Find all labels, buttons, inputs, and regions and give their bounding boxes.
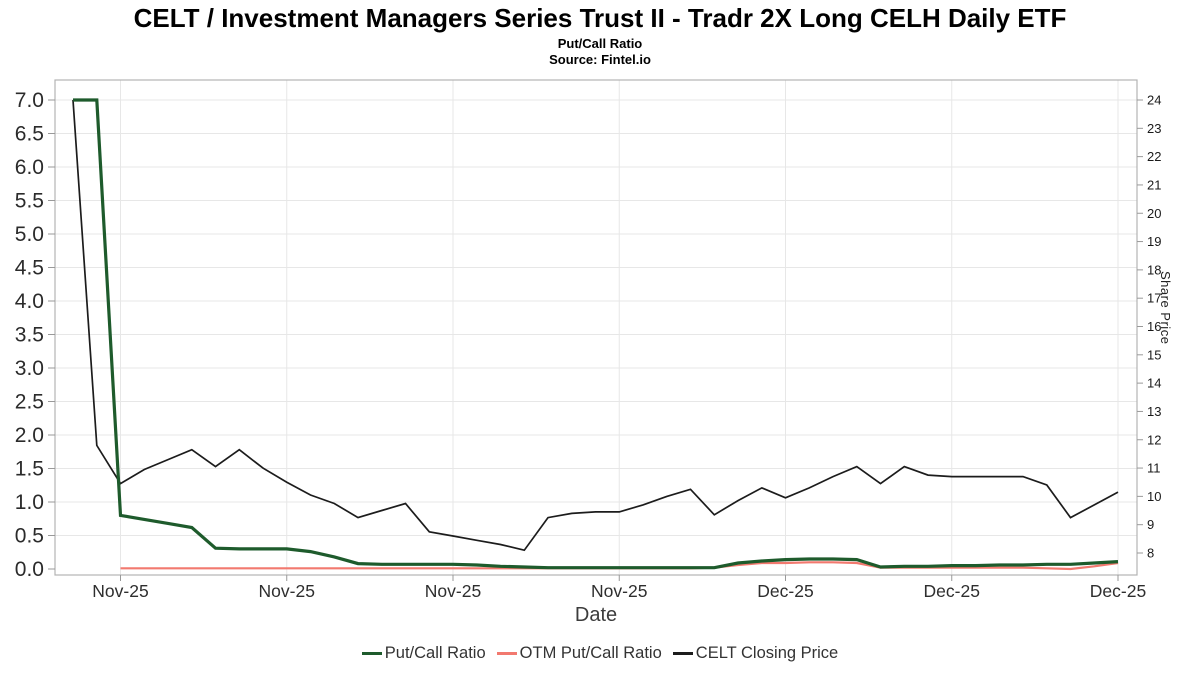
legend: Put/Call Ratio OTM Put/Call Ratio CELT Clo… [0,644,1200,663]
x-tick-label: Nov-25 [259,581,315,601]
y-left-tick-label: 1.0 [15,491,44,514]
legend-item-put-call-ratio[interactable]: Put/Call Ratio [361,644,486,663]
y-right-tick-label: 16 [1147,319,1161,334]
x-axis-title: Date [574,604,618,626]
chart-subtitle: Put/Call Ratio [557,36,643,51]
y-right-tick-label: 8 [1147,546,1154,561]
legend-item-otm-put-call-ratio[interactable]: OTM Put/Call Ratio [496,644,662,663]
y-left-tick-label: 5.5 [15,190,44,213]
y-left-tick-label: 3.5 [15,324,44,347]
plot-border [54,79,1138,576]
x-tick-label: Dec-25 [924,581,980,601]
y-right-tick-label: 20 [1147,206,1161,221]
y-left-tick-label: 6.0 [15,156,44,179]
y-right-tick-label: 15 [1147,347,1161,362]
x-tick-label: Dec-25 [1090,581,1146,601]
y-right-tick-label: 11 [1147,461,1161,476]
y-left-tick-label: 2.0 [15,424,44,447]
legend-label: OTM Put/Call Ratio [519,644,662,662]
series-line-celt-closing-price [72,99,1119,552]
y-right-tick-label: 23 [1147,121,1161,136]
x-tick-label: Nov-25 [591,581,647,601]
x-tick-label: Nov-25 [92,581,148,601]
y-right-tick-label: 10 [1147,489,1161,504]
legend-label: CELT Closing Price [695,644,839,662]
y-left-tick-label: 4.0 [15,290,44,313]
y-left-tick-label: 5.0 [15,223,44,246]
legend-dash-icon [672,652,693,655]
legend-label: Put/Call Ratio [384,644,486,662]
chart-source: Source: Fintel.io [549,52,651,67]
x-tick-label: Dec-25 [757,581,813,601]
chart-title: CELT / Investment Managers Series Trust … [133,3,1067,33]
y-right-tick-label: 21 [1147,177,1161,192]
y-right-tick-label: 14 [1147,376,1161,391]
y-right-tick-label: 13 [1147,404,1161,419]
y-left-tick-label: 2.5 [15,391,44,414]
legend-dash-icon [361,652,382,655]
y-left-tick-label: 0.0 [15,558,44,581]
y-right-tick-label: 12 [1147,432,1161,447]
series-line-put-call-ratio [73,98,1119,570]
y-left-tick-label: 0.5 [15,525,44,548]
y-left-tick-label: 4.5 [15,257,44,280]
y-right-tick-label: 18 [1147,262,1161,277]
legend-item-celt-closing-price[interactable]: CELT Closing Price [672,644,839,663]
y-right-tick-label: 17 [1147,291,1161,306]
y-left-tick-label: 1.5 [15,458,44,481]
y-right-tick-label: 22 [1147,149,1161,164]
y-left-tick-label: 7.0 [15,89,44,112]
legend-dash-icon [496,652,517,655]
y-right-tick-label: 19 [1147,234,1161,249]
right-axis-title: Share Price [1158,271,1173,345]
y-left-tick-label: 3.0 [15,357,44,380]
x-tick-label: Nov-25 [425,581,481,601]
y-left-tick-label: 6.5 [15,123,44,146]
y-right-tick-label: 9 [1147,517,1154,532]
y-right-tick-label: 24 [1147,93,1161,108]
